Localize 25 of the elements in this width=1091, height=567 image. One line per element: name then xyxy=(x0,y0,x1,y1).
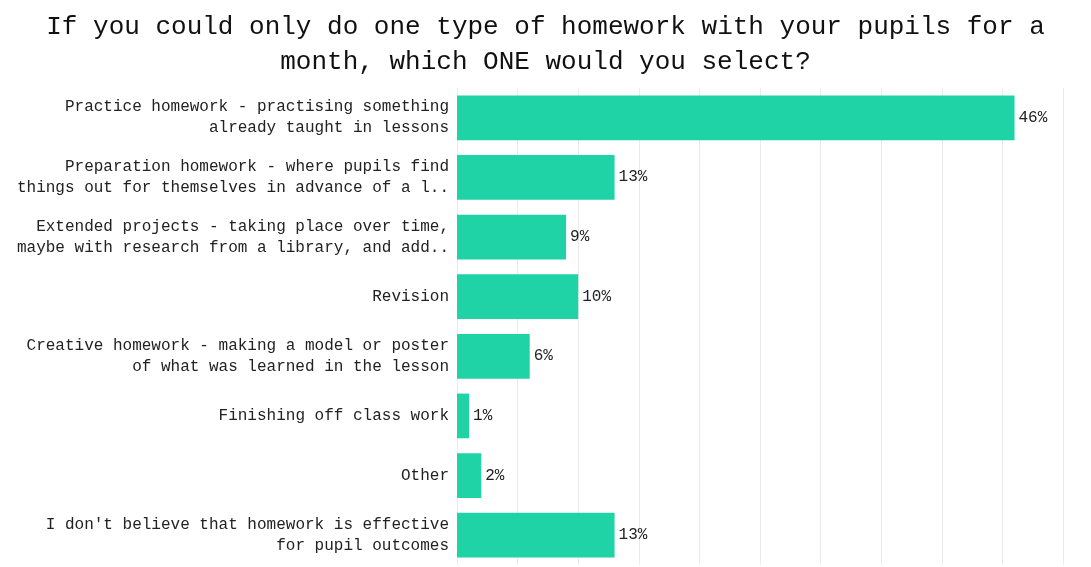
bar xyxy=(457,274,579,320)
y-tick-label: Preparation homework - where pupils find things out for themselves in advance of a l.. xyxy=(16,157,449,197)
bar xyxy=(457,333,530,379)
data-label: 13% xyxy=(618,526,648,545)
data-label: 9% xyxy=(570,228,590,247)
y-tick-label: Other xyxy=(400,466,449,485)
bar xyxy=(457,214,567,260)
data-label: 46% xyxy=(1018,108,1048,127)
data-label: 1% xyxy=(473,406,493,425)
data-label: 6% xyxy=(533,347,554,366)
data-label: 10% xyxy=(582,287,612,306)
y-tick-label: Revision xyxy=(372,287,449,306)
data-label: 13% xyxy=(618,168,648,187)
data-label: 2% xyxy=(485,466,505,485)
bar xyxy=(457,512,615,558)
y-tick-label: Creative homework - making a model or poster of what was learned in the lesson xyxy=(26,336,449,376)
y-tick-label: Finishing off class work xyxy=(218,406,449,425)
y-tick-label: I don't believe that homework is effective for pupil outcomes xyxy=(45,515,449,555)
y-tick-label: Practice homework - practising something already taught in lessons xyxy=(64,98,449,138)
bar xyxy=(457,95,1015,141)
bar xyxy=(457,393,470,439)
bar xyxy=(457,453,482,498)
y-tick-label: Extended projects - taking place over time, maybe with research from a library, and add.. xyxy=(16,217,449,257)
chart-title: If you could only do one type of homework with your pupils for a month, which ONE would you select? xyxy=(46,11,1045,77)
bar xyxy=(457,155,615,200)
